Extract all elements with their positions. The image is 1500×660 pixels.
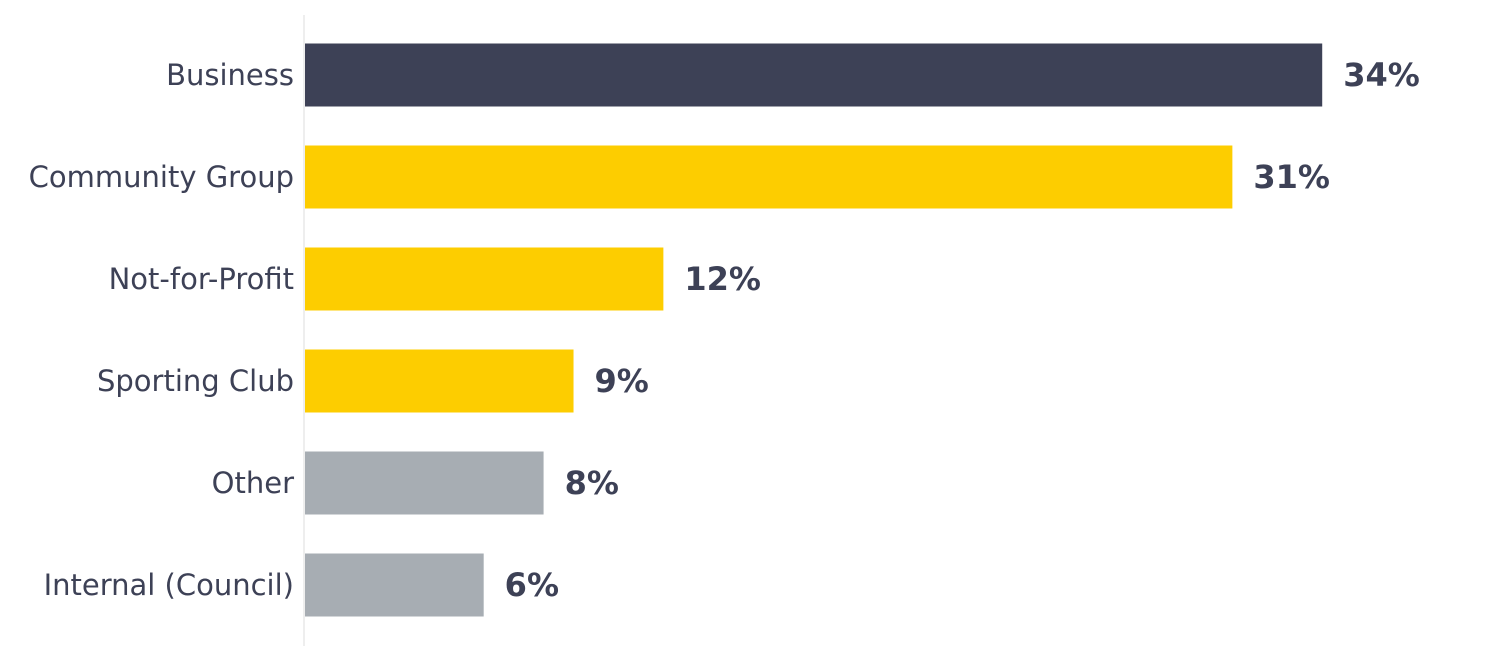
category-label-1: Community Group [29, 160, 294, 194]
bar-2 [305, 247, 664, 311]
value-label-1: 31% [1253, 158, 1330, 196]
bar-5 [305, 553, 484, 617]
value-label-5: 6% [505, 566, 559, 604]
value-label-0: 34% [1343, 56, 1420, 94]
category-label-4: Other [212, 466, 294, 500]
bar-3 [305, 349, 574, 413]
bar-4 [305, 451, 544, 515]
value-label-3: 9% [595, 362, 649, 400]
category-label-3: Sporting Club [97, 364, 294, 398]
bar-0 [305, 43, 1323, 107]
category-label-5: Internal (Council) [44, 568, 294, 602]
category-label-0: Business [166, 58, 294, 92]
value-label-4: 8% [565, 464, 619, 502]
category-label-2: Not-for-Profit [109, 262, 294, 296]
value-label-2: 12% [684, 260, 761, 298]
bar-1 [305, 145, 1233, 209]
